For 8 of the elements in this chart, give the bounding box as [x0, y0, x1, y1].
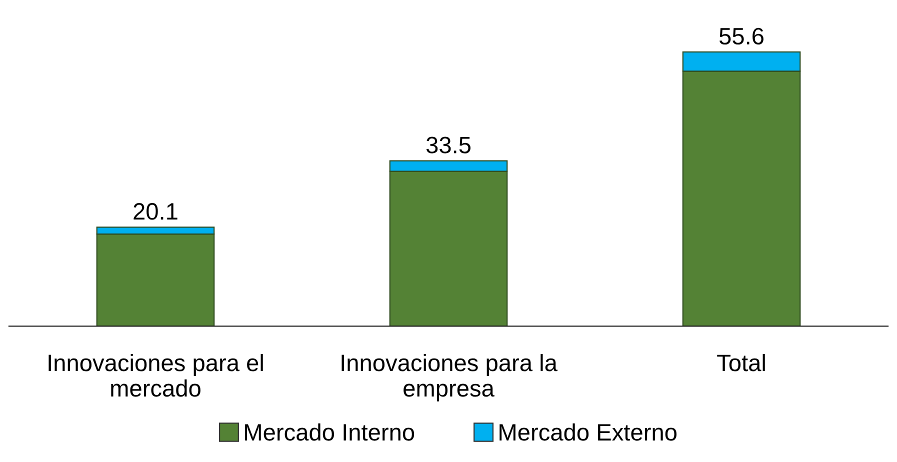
annotation: 33.5	[426, 136, 470, 154]
x-tick-label: Total	[717, 354, 765, 372]
annotation: 20.1	[134, 203, 178, 220]
legend-label: Mercado Interno	[245, 423, 414, 441]
legend-label: Mercado Externo	[500, 423, 676, 441]
x-tick-label: Innovaciones para la empresa	[342, 354, 558, 402]
text: 55.6	[719, 28, 764, 45]
x-tick-label: Innovaciones para el mercado	[48, 354, 263, 397]
